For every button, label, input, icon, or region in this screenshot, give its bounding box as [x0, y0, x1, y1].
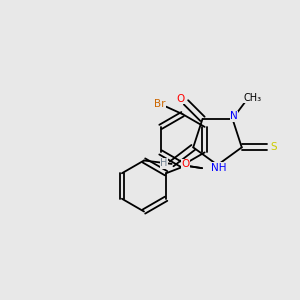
Text: H: H [160, 158, 168, 168]
Text: NH: NH [211, 163, 227, 173]
Text: S: S [270, 142, 277, 152]
Text: N: N [230, 112, 238, 122]
Text: Br: Br [154, 99, 165, 109]
Text: O: O [176, 94, 185, 104]
Text: CH₃: CH₃ [244, 93, 262, 103]
Text: O: O [182, 159, 190, 169]
